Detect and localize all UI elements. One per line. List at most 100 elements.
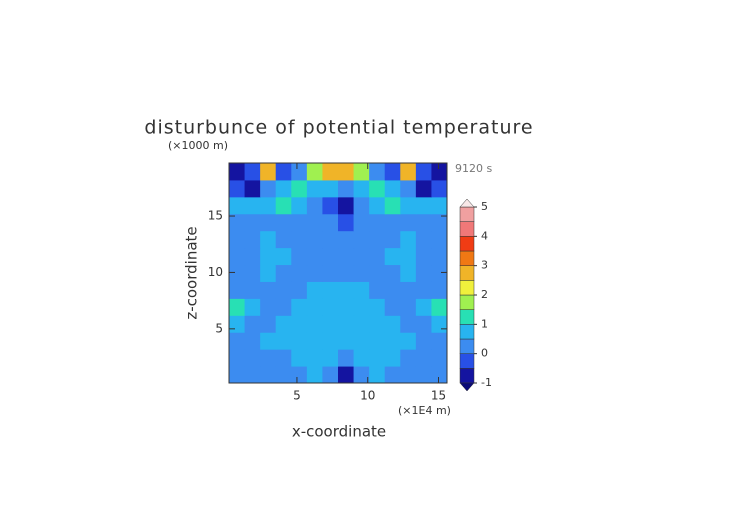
- heat-cell: [384, 213, 401, 232]
- heat-cell: [384, 298, 401, 316]
- heat-cell: [306, 163, 323, 181]
- heat-cell: [260, 213, 277, 232]
- heat-cell: [291, 315, 308, 333]
- heat-cell: [291, 230, 308, 249]
- heat-cell: [229, 349, 246, 367]
- heat-cell: [244, 366, 261, 384]
- heat-cell: [306, 298, 323, 316]
- colorbar-band: [459, 221, 475, 237]
- colorbar-band: [459, 353, 475, 369]
- heat-cell: [384, 332, 401, 350]
- heat-cell: [431, 196, 448, 215]
- colorbar-band: [459, 294, 475, 310]
- colorbar-band: [459, 338, 475, 354]
- heat-cell: [306, 281, 323, 299]
- heat-cell: [275, 366, 292, 384]
- heat-cell: [338, 366, 355, 384]
- x-tick-label: 15: [431, 389, 446, 403]
- heat-cell: [384, 366, 401, 384]
- heat-cell: [229, 298, 246, 316]
- heat-cell: [353, 247, 370, 266]
- heat-cell: [244, 179, 261, 198]
- heat-cell: [369, 179, 386, 198]
- heat-cell: [353, 264, 370, 282]
- heat-cell: [306, 213, 323, 232]
- heat-cell: [400, 213, 417, 232]
- heat-cell: [260, 247, 277, 266]
- heat-cell: [384, 230, 401, 249]
- heat-cell: [275, 264, 292, 282]
- heat-cell: [431, 332, 448, 350]
- heat-cell: [322, 349, 339, 367]
- x-tick-label: 5: [293, 389, 301, 403]
- heat-cell: [400, 349, 417, 367]
- heat-cell: [291, 247, 308, 266]
- heat-cell: [260, 366, 277, 384]
- heat-cell: [244, 298, 261, 316]
- heat-cell: [415, 230, 432, 249]
- heat-cell: [244, 213, 261, 232]
- heat-cell: [306, 349, 323, 367]
- heat-cell: [291, 366, 308, 384]
- heat-cell: [275, 196, 292, 215]
- heat-cell: [244, 230, 261, 249]
- heat-cell: [260, 298, 277, 316]
- heat-cell: [353, 298, 370, 316]
- heat-cell: [260, 332, 277, 350]
- annotation: 9120 s: [455, 162, 492, 175]
- colorbar-tick-label: 5: [481, 200, 488, 213]
- heat-cell: [275, 179, 292, 198]
- heat-cell: [275, 298, 292, 316]
- heat-cell: [322, 179, 339, 198]
- heat-cell: [415, 366, 432, 384]
- heat-cell: [400, 366, 417, 384]
- colorbar-band: [459, 236, 475, 252]
- colorbar-under: [459, 382, 475, 392]
- heat-cell: [353, 349, 370, 367]
- heat-cell: [353, 213, 370, 232]
- heat-cell: [400, 281, 417, 299]
- colorbar-band: [459, 324, 475, 340]
- heat-cell: [369, 298, 386, 316]
- heat-cell: [415, 281, 432, 299]
- heat-cell: [369, 315, 386, 333]
- y-axis-label: z-coordinate: [183, 226, 201, 319]
- heat-cell: [306, 247, 323, 266]
- heat-cell: [306, 179, 323, 198]
- heat-cell: [244, 163, 261, 181]
- heat-cell: [384, 264, 401, 282]
- heat-cell: [400, 179, 417, 198]
- heat-cell: [244, 264, 261, 282]
- heat-cell: [275, 349, 292, 367]
- heat-cell: [369, 349, 386, 367]
- heat-cell: [260, 281, 277, 299]
- heat-cell: [353, 196, 370, 215]
- heat-cell: [369, 332, 386, 350]
- heat-cell: [384, 179, 401, 198]
- heat-cell: [353, 179, 370, 198]
- heat-cell: [306, 315, 323, 333]
- heat-cell: [322, 230, 339, 249]
- heat-cell: [306, 196, 323, 215]
- colorbar-over: [459, 198, 475, 208]
- heat-cell: [322, 366, 339, 384]
- heat-cell: [415, 315, 432, 333]
- heat-cell: [291, 213, 308, 232]
- heat-cell: [275, 315, 292, 333]
- heat-cell: [306, 264, 323, 282]
- heat-cell: [369, 264, 386, 282]
- heat-cell: [275, 213, 292, 232]
- colorbar-band: [459, 368, 475, 384]
- heat-cell: [322, 315, 339, 333]
- heat-cell: [431, 349, 448, 367]
- heat-cell: [306, 366, 323, 384]
- heat-cell: [229, 332, 246, 350]
- heat-cell: [431, 315, 448, 333]
- y-tick-label: 10: [208, 265, 223, 279]
- heat-cell: [415, 332, 432, 350]
- heat-cell: [400, 163, 417, 181]
- heat-cell: [431, 179, 448, 198]
- heat-cell: [229, 196, 246, 215]
- heat-cell: [260, 315, 277, 333]
